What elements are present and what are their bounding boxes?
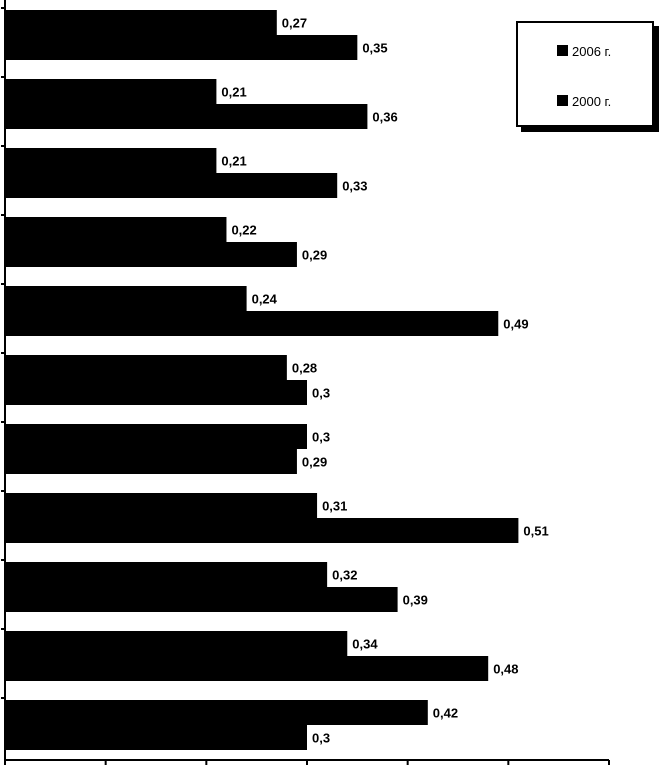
bar-2000 bbox=[5, 449, 297, 474]
data-label: 0,28 bbox=[292, 361, 317, 376]
data-label: 0,3 bbox=[312, 430, 330, 445]
data-label: 0,21 bbox=[221, 154, 246, 169]
bar-2000 bbox=[5, 725, 307, 750]
bar-2006 bbox=[5, 10, 277, 35]
legend-label: 2000 г. bbox=[572, 94, 611, 109]
data-label: 0,29 bbox=[302, 248, 327, 263]
data-label: 0,39 bbox=[403, 593, 428, 608]
bar-2000 bbox=[5, 656, 489, 681]
legend-swatch bbox=[557, 45, 568, 56]
data-label: 0,48 bbox=[493, 662, 518, 677]
bar-2006 bbox=[5, 631, 348, 656]
bar-2006 bbox=[5, 286, 247, 311]
bar-2000 bbox=[5, 104, 368, 129]
bar-2000 bbox=[5, 587, 398, 612]
bar-2000 bbox=[5, 242, 297, 267]
bar-2006 bbox=[5, 148, 217, 173]
data-label: 0,22 bbox=[231, 223, 256, 238]
data-label: 0,42 bbox=[433, 706, 458, 721]
data-label: 0,51 bbox=[523, 524, 548, 539]
data-label: 0,3 bbox=[312, 386, 330, 401]
bar-2000 bbox=[5, 173, 338, 198]
bar-2006 bbox=[5, 493, 318, 518]
data-label: 0,27 bbox=[282, 16, 307, 31]
data-label: 0,36 bbox=[372, 110, 397, 125]
bar-2006 bbox=[5, 700, 428, 725]
bar-2000 bbox=[5, 380, 307, 405]
legend-swatch bbox=[557, 95, 568, 106]
bar-2000 bbox=[5, 311, 499, 336]
data-label: 0,34 bbox=[352, 637, 378, 652]
data-label: 0,33 bbox=[342, 179, 367, 194]
data-label: 0,21 bbox=[221, 85, 246, 100]
data-label: 0,49 bbox=[503, 317, 528, 332]
data-label: 0,3 bbox=[312, 731, 330, 746]
data-label: 0,24 bbox=[252, 292, 278, 307]
legend-label: 2006 г. bbox=[572, 44, 611, 59]
bar-2006 bbox=[5, 562, 328, 587]
data-label: 0,31 bbox=[322, 499, 347, 514]
data-label: 0,32 bbox=[332, 568, 357, 583]
bar-2006 bbox=[5, 424, 307, 449]
bar-2000 bbox=[5, 35, 358, 60]
bar-2006 bbox=[5, 217, 227, 242]
bar-2006 bbox=[5, 355, 287, 380]
legend bbox=[516, 21, 654, 127]
bar-2000 bbox=[5, 518, 519, 543]
data-label: 0,29 bbox=[302, 455, 327, 470]
data-label: 0,35 bbox=[362, 41, 387, 56]
bar-2006 bbox=[5, 79, 217, 104]
